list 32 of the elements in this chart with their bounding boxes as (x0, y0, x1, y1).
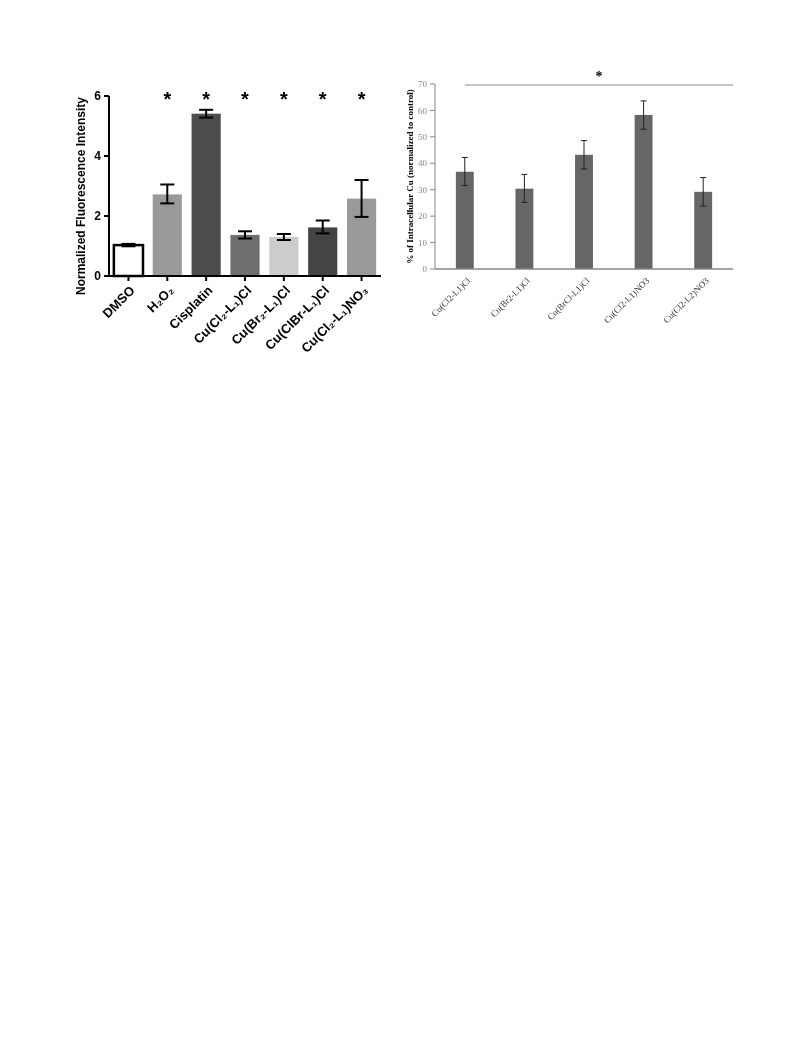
bar (634, 114, 653, 269)
bar (230, 234, 260, 276)
bar (455, 171, 474, 269)
y-tick-label: 20 (418, 211, 428, 222)
bar (347, 198, 377, 276)
bar (191, 113, 221, 276)
y-axis-title: % of Intracellular Cu (normalized to control) (405, 89, 415, 264)
bar (694, 191, 713, 269)
y-tick-label: 0 (422, 264, 428, 275)
bar (575, 154, 593, 269)
bar (152, 194, 182, 276)
annotation: * (202, 88, 211, 110)
annotation: * (163, 88, 172, 110)
y-tick-label: 0 (94, 269, 102, 284)
y-tick-label: 50 (418, 132, 428, 143)
y-tick-label: 4 (94, 149, 102, 164)
annotation: * (279, 88, 288, 110)
bar (515, 188, 534, 269)
y-tick-label: 60 (418, 105, 428, 116)
y-tick-label: 6 (94, 89, 102, 104)
y-tick-label: 2 (94, 209, 102, 224)
bar (269, 237, 299, 276)
y-axis-title: Normalized Fluorescence Intensity (74, 96, 88, 296)
y-tick-label: 10 (418, 237, 428, 248)
bar (308, 227, 338, 276)
y-tick-label: 70 (418, 79, 428, 90)
annotation: * (241, 88, 250, 110)
annotation: * (357, 88, 366, 110)
annotation: * (318, 88, 327, 110)
y-tick-label: 40 (418, 158, 428, 169)
y-tick-label: 30 (418, 184, 428, 195)
text: * (595, 69, 603, 84)
